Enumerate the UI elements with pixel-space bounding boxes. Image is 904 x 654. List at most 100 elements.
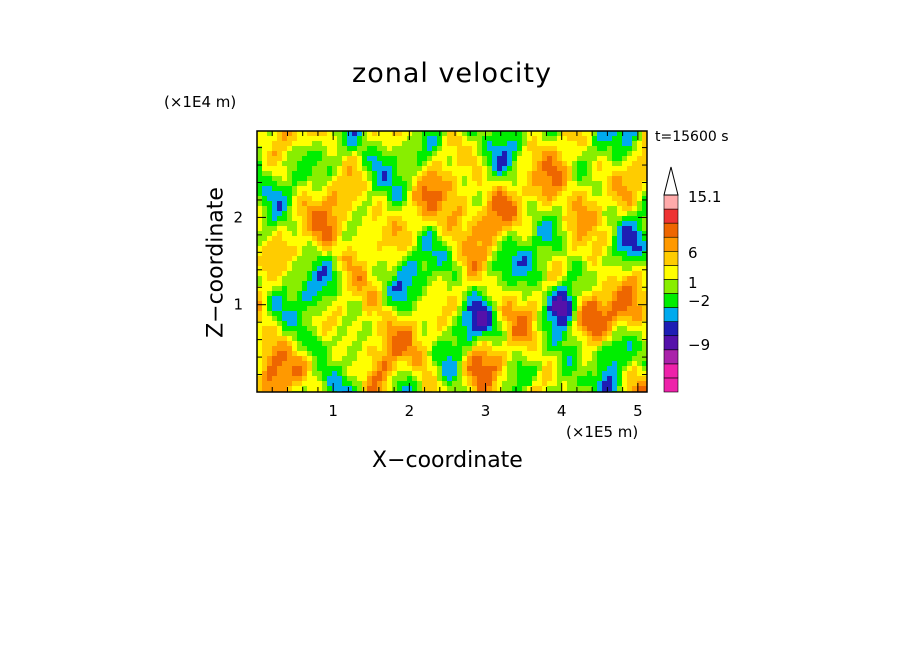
field-cell [342, 291, 348, 297]
field-cell [292, 246, 298, 252]
field-cell [637, 256, 643, 262]
field-cell [612, 246, 618, 252]
field-cell [497, 196, 503, 202]
field-cell [272, 201, 278, 207]
field-cell [292, 146, 298, 152]
field-cell [437, 266, 443, 272]
field-cell [417, 331, 423, 337]
field-cell [342, 361, 348, 367]
field-cell [487, 141, 493, 147]
field-cell [597, 371, 603, 377]
field-cell [312, 221, 318, 227]
field-cell [542, 331, 548, 337]
field-cell [347, 136, 353, 142]
field-cell [397, 201, 403, 207]
field-cell [602, 226, 608, 232]
field-cell [297, 246, 303, 252]
field-cell [417, 251, 423, 257]
field-cell [357, 326, 363, 332]
field-cell [627, 361, 633, 367]
field-cell [617, 291, 623, 297]
field-cell [592, 261, 598, 267]
field-cell [572, 376, 578, 382]
field-cell [352, 346, 358, 352]
field-cell [392, 341, 398, 347]
field-cell [287, 321, 293, 327]
field-cell [312, 326, 318, 332]
field-cell [382, 266, 388, 272]
field-cell [312, 286, 318, 292]
field-cell [637, 176, 643, 182]
field-cell [337, 191, 343, 197]
field-cell [447, 206, 453, 212]
field-cell [472, 201, 478, 207]
field-cell [442, 201, 448, 207]
field-cell [262, 361, 268, 367]
field-cell [287, 261, 293, 267]
field-cell [552, 336, 558, 342]
field-cell [612, 256, 618, 262]
field-cell [497, 296, 503, 302]
field-cell [552, 131, 558, 137]
field-cell [617, 186, 623, 192]
field-cell [517, 376, 523, 382]
field-cell [537, 186, 543, 192]
field-cell [262, 276, 268, 282]
field-cell [607, 131, 613, 137]
field-cell [462, 306, 468, 312]
field-cell [422, 306, 428, 312]
field-cell [427, 351, 433, 357]
field-cell [412, 171, 418, 177]
colorbar-level [663, 335, 679, 351]
field-cell [257, 201, 263, 207]
field-cell [377, 271, 383, 277]
field-cell [607, 266, 613, 272]
time-label: t=15600 s [655, 129, 729, 145]
field-cell [597, 246, 603, 252]
field-cell [512, 246, 518, 252]
field-cell [437, 141, 443, 147]
field-cell [432, 301, 438, 307]
field-cell [432, 191, 438, 197]
field-cell [422, 251, 428, 257]
field-cell [517, 146, 523, 152]
field-cell [327, 356, 333, 362]
field-cell [587, 156, 593, 162]
field-cell [367, 191, 373, 197]
field-cell [602, 306, 608, 312]
field-cell [567, 346, 573, 352]
field-cell [452, 241, 458, 247]
field-cell [452, 341, 458, 347]
field-cell [557, 261, 563, 267]
field-cell [582, 286, 588, 292]
field-cell [592, 276, 598, 282]
field-cell [442, 386, 448, 392]
field-cell [517, 231, 523, 237]
field-cell [292, 191, 298, 197]
field-cell [332, 316, 338, 322]
field-cell [412, 381, 418, 387]
field-cell [297, 196, 303, 202]
field-cell [307, 191, 313, 197]
field-cell [552, 251, 558, 257]
field-cell [397, 296, 403, 302]
field-cell [287, 131, 293, 137]
field-cell [387, 311, 393, 317]
field-cell [447, 326, 453, 332]
field-cell [422, 196, 428, 202]
field-cell [627, 301, 633, 307]
field-cell [607, 336, 613, 342]
field-cell [492, 166, 498, 172]
field-cell [477, 151, 483, 157]
field-cell [382, 251, 388, 257]
field-cell [307, 211, 313, 217]
field-cell [397, 321, 403, 327]
field-cell [322, 131, 328, 137]
field-cell [557, 241, 563, 247]
field-cell [317, 131, 323, 137]
field-cell [387, 171, 393, 177]
field-cell [277, 251, 283, 257]
field-cell [462, 146, 468, 152]
field-cell [372, 166, 378, 172]
field-cell [492, 181, 498, 187]
